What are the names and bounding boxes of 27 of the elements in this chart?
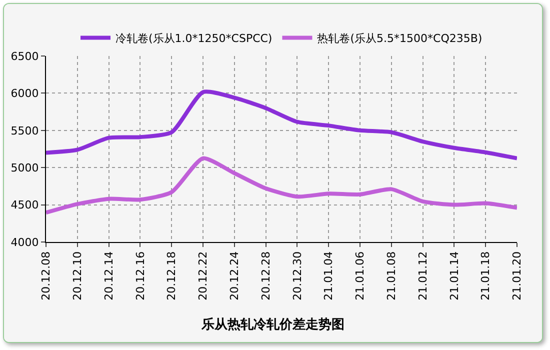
x-tick-label: 20.12.16 [134, 251, 147, 300]
x-tick-label: 21.01.04 [322, 251, 336, 300]
x-tick-label: 20.12.10 [70, 251, 84, 300]
x-tick-label: 21.01.08 [384, 251, 398, 300]
y-tick-label: 4500 [10, 198, 39, 212]
x-tick-label: 20.12.18 [165, 251, 178, 300]
y-tick-label: 5500 [10, 124, 39, 138]
x-tick-label: 20.12.30 [290, 251, 304, 300]
y-tick-label: 4000 [10, 236, 39, 249]
x-tick-label: 20.12.28 [259, 251, 272, 300]
line-series [46, 156, 517, 215]
legend-label: 冷轧卷(乐从1.0*1250*CSPCC) [116, 32, 272, 46]
x-tick-label: 21.01.06 [354, 251, 367, 300]
y-tick-label: 6000 [10, 87, 39, 100]
y-tick-label: 5000 [10, 161, 39, 174]
y-tick-label: 6500 [10, 50, 39, 63]
x-tick-label: 20.12.22 [196, 251, 210, 300]
x-tick-label: 21.01.18 [479, 251, 492, 300]
x-tick-label: 20.12.08 [40, 251, 53, 300]
x-tick-label: 21.01.20 [510, 251, 524, 300]
x-tick-label: 20.12.24 [228, 251, 241, 300]
text: 乐从热轧冷轧价差走势图 [200, 316, 344, 332]
legend-label: 热轧卷(乐从5.5*1500*CQ235B) [317, 32, 482, 46]
x-tick-label: 20.12.14 [102, 251, 116, 300]
x-tick-label: 21.01.14 [448, 251, 461, 300]
x-tick-label: 21.01.12 [416, 251, 430, 300]
line-series [46, 90, 517, 160]
